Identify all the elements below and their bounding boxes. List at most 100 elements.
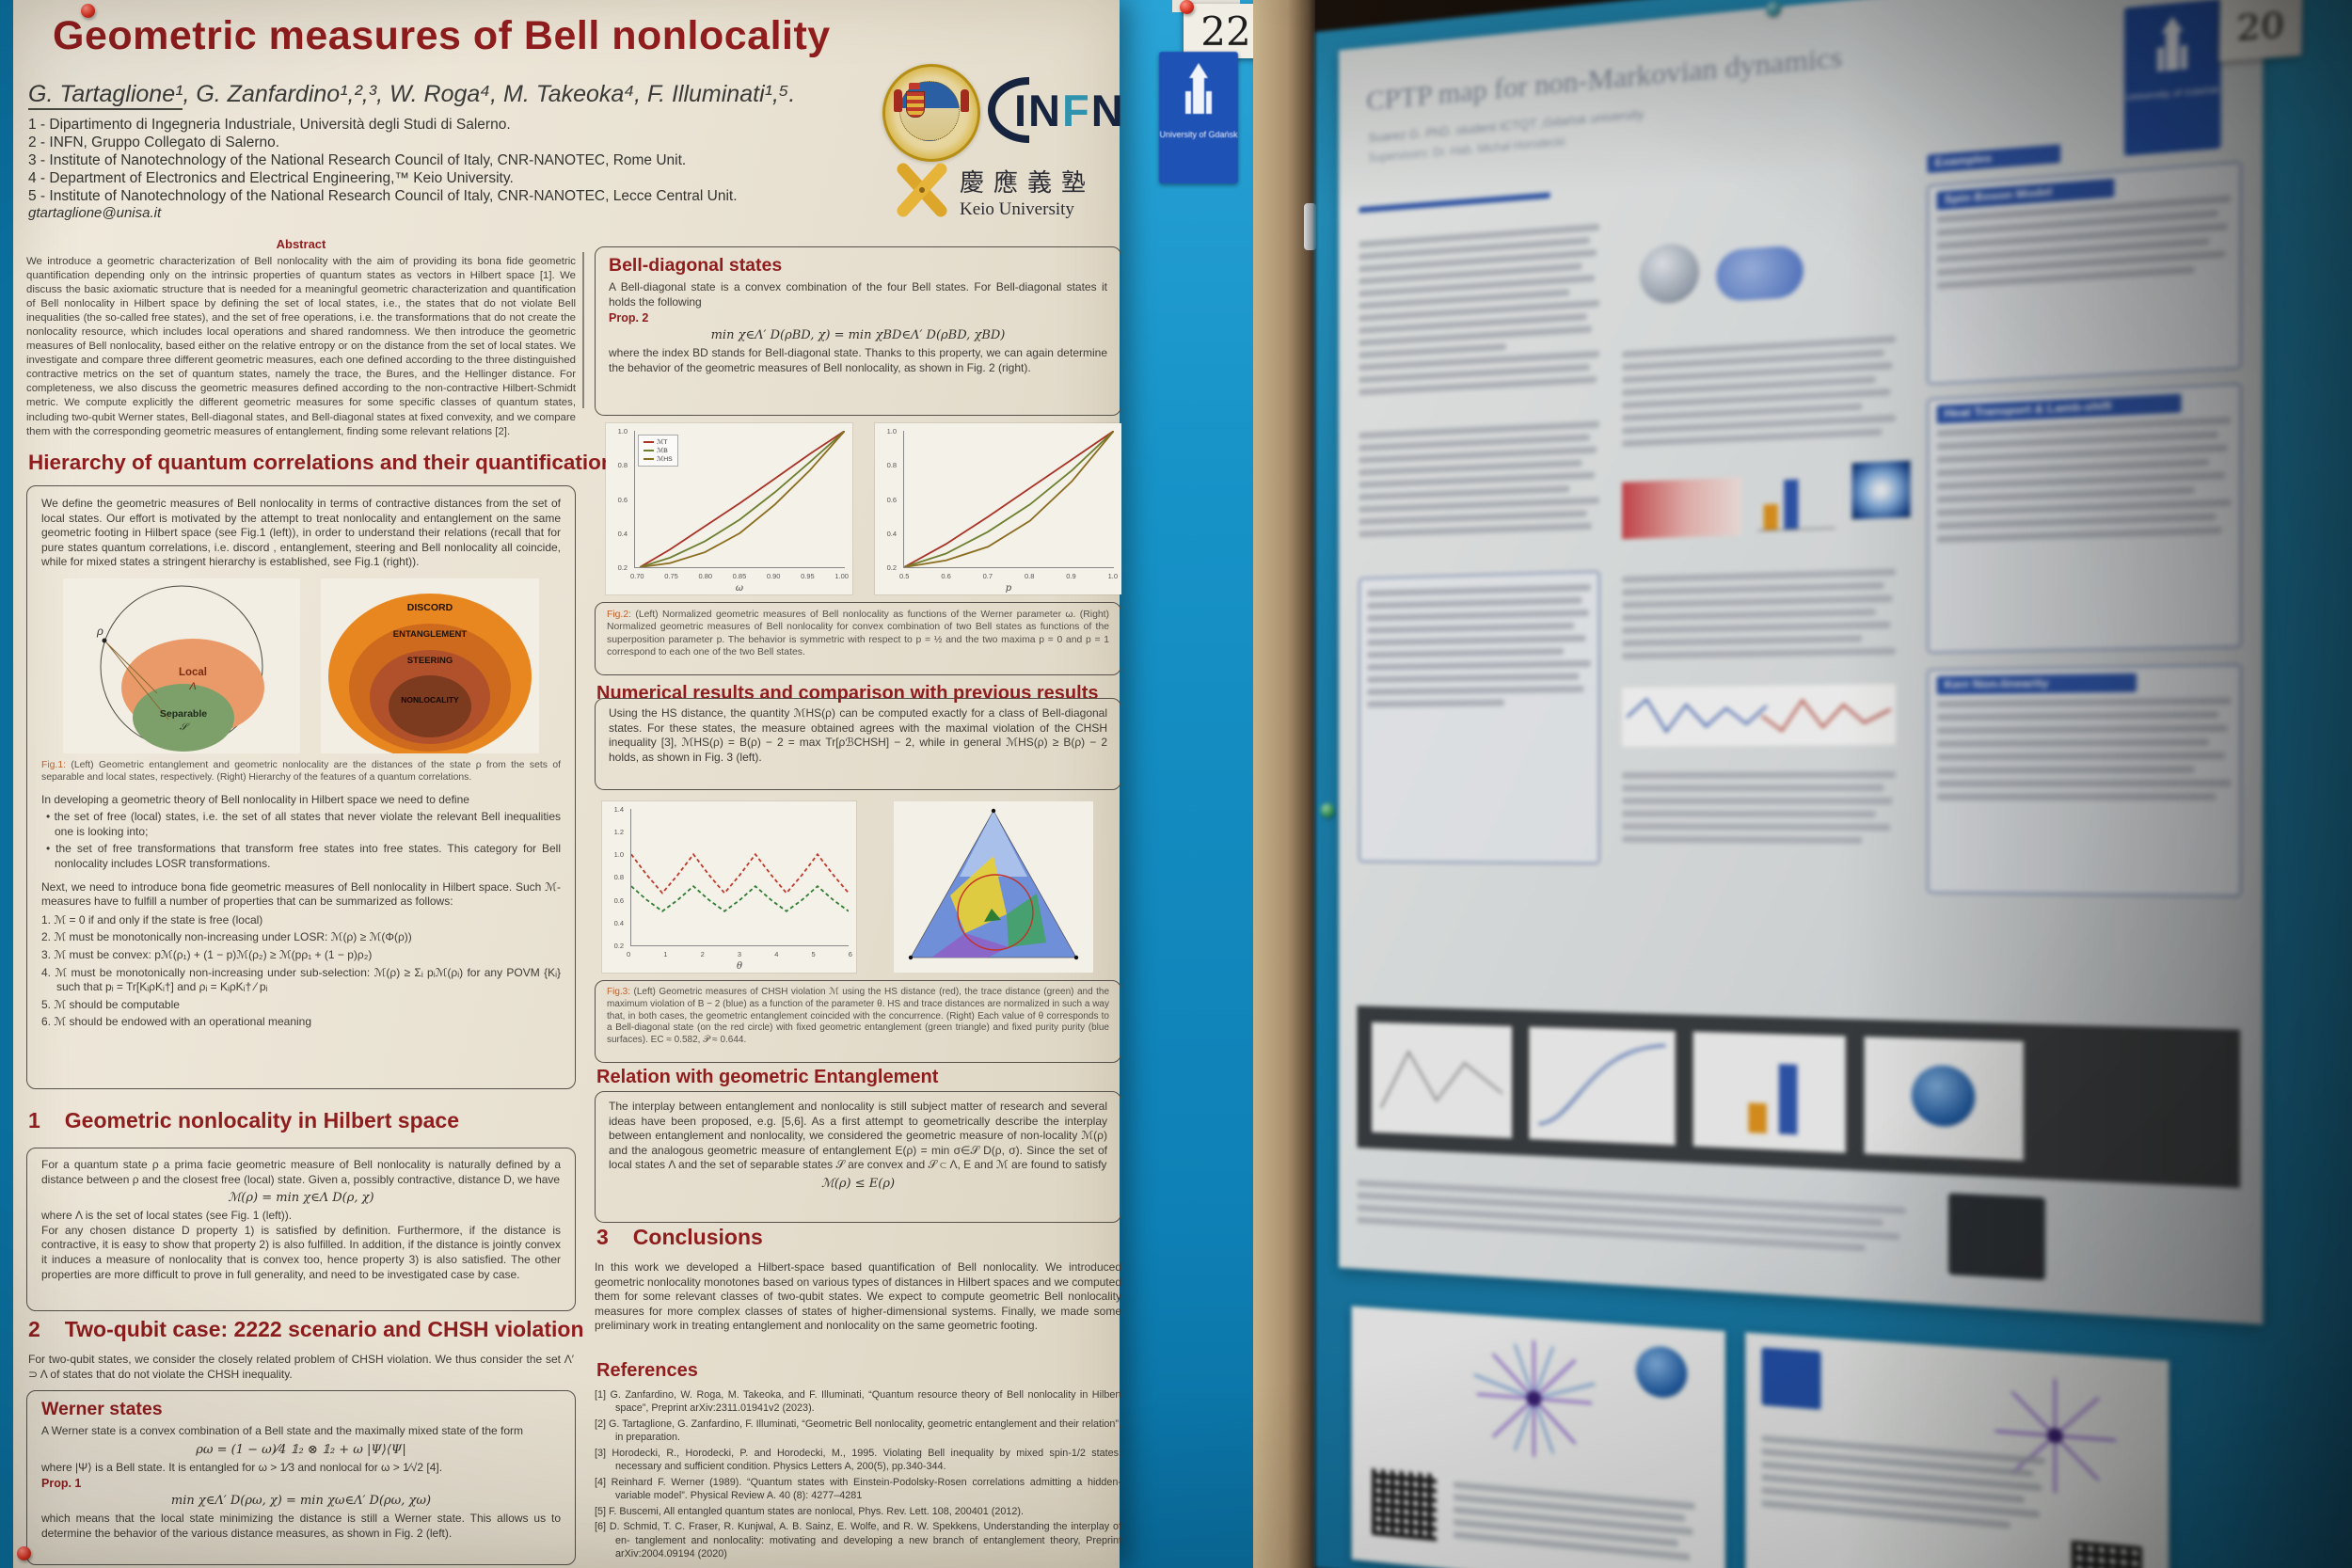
- poster-number-tag-20: 20: [2218, 0, 2303, 62]
- blurred-text-line: [1761, 1486, 2040, 1518]
- blurred-text-line: [1359, 497, 1600, 514]
- molecule-starburst-graphic: [1463, 1331, 1607, 1468]
- qr-code: [1372, 1468, 1437, 1542]
- blurred-text-line: [1622, 822, 1890, 832]
- blurred-text-line: [1367, 583, 1591, 597]
- blurred-text-line: [1359, 510, 1588, 526]
- blurred-text-line: [1453, 1518, 1678, 1547]
- references-heading: References: [596, 1360, 698, 1381]
- list-item: 0.8: [613, 873, 624, 882]
- blurred-text-line: [1359, 236, 1590, 261]
- blurred-text-line: [1622, 608, 1876, 622]
- blurred-text-line: [1622, 403, 1863, 422]
- figure-1-caption: Fig.1: (Left) Geometric entanglement and…: [41, 759, 561, 784]
- list-item: 2. ℳ must be monotonically non-increasin…: [41, 930, 412, 944]
- university-of-salerno-seal-icon: [882, 64, 980, 162]
- figure-1-tag: Fig.1:: [41, 759, 66, 770]
- blurred-text-line: [1367, 622, 1575, 634]
- list-item: [4] Reinhard F. Werner (1989). “Quantum …: [595, 1476, 1121, 1502]
- blurred-text-line: [1761, 1461, 2042, 1492]
- blurred-paragraph: [1936, 416, 2232, 544]
- fig2-right-yticks: 1.0 0.8 0.6 0.4 0.2: [875, 427, 899, 572]
- seal-crown: [909, 83, 920, 89]
- bell-diagonal-box: Bell-diagonal states A Bell-diagonal sta…: [595, 246, 1121, 416]
- blurred-text-line: [1936, 431, 2219, 451]
- university-of-gdansk-logo: University of Gdańsk: [2123, 0, 2221, 156]
- author-underlined: G. Tartaglione¹: [28, 81, 183, 110]
- right-poster: CPTP map for non-Markovian dynamics Suar…: [1339, 0, 2264, 1325]
- seal-figure-left: [894, 89, 902, 112]
- heatmap-placeholder: [1622, 477, 1741, 540]
- list-item: [1] G. Zanfardino, W. Roga, M. Takeoka, …: [595, 1389, 1121, 1415]
- developing-text: In developing a geometric theory of Bell…: [41, 792, 469, 806]
- ictqt-footer-logo: [1948, 1193, 2045, 1281]
- right-poster-author: Suarez G. PhD. student ICTQT ,Gdańsk uni…: [1368, 106, 1645, 146]
- list-item: 1.0: [886, 427, 897, 436]
- list-item: 0.6: [617, 495, 628, 504]
- list-item: 2 - INFN, Gruppo Collegato di Salerno.: [28, 134, 280, 150]
- mini-plot: [1372, 1022, 1513, 1139]
- blurred-text-line: [1622, 621, 1890, 635]
- blurred-text-line: [1936, 265, 2195, 290]
- infn-wordmark: INFN: [1014, 85, 1125, 136]
- list-item: 5: [811, 950, 816, 958]
- fig3-left-curves: [631, 809, 849, 945]
- list-item: 0.80: [698, 572, 713, 580]
- blurred-text-line: [1622, 784, 1884, 792]
- section-2-intro: For two-qubit states, we consider the cl…: [28, 1353, 574, 1381]
- list-item: 0.5: [899, 572, 910, 580]
- relation-equation: ℳ(ρ) ≤ E(ρ): [820, 1176, 896, 1191]
- list-item: 6. ℳ should be endowed with an operation…: [41, 1015, 312, 1029]
- list-item: 6: [848, 950, 852, 958]
- blurred-paragraph: [1367, 583, 1591, 708]
- section-2-heading: 2 Two-qubit case: 2222 scenario and CHSH …: [28, 1317, 584, 1342]
- separable-set-symbol: 𝒮: [180, 721, 190, 733]
- series-ℳT: [904, 431, 1114, 567]
- figure-3-tag: Fig.3:: [607, 987, 631, 997]
- list-item: [5] F. Buscemi, All entangled quantum st…: [595, 1505, 1024, 1517]
- mini-plot: [1692, 1031, 1846, 1153]
- blurred-text-line: [1622, 375, 1876, 397]
- relation-body: The interplay between entanglement and n…: [609, 1100, 1107, 1172]
- kerr-header: Kerr Non-linearity: [1936, 673, 2137, 695]
- list-item: 1.0: [617, 427, 628, 436]
- blurred-text-line: [1359, 275, 1595, 297]
- series-ℳT: [640, 431, 845, 567]
- blurred-text-line: [1622, 770, 1896, 780]
- fig3-left-xlabel: θ: [736, 961, 743, 972]
- blurred-text-line: [1936, 793, 2217, 801]
- list-item: 0.7: [982, 572, 993, 580]
- list-item: 0.85: [732, 572, 747, 580]
- authors-rest: , G. Zanfardino¹,²,³, W. Roga⁴, M. Takeo…: [183, 81, 796, 107]
- bell-body2: where the index BD stands for Bell-diago…: [609, 346, 1107, 374]
- keio-university-logo: 慶應義塾 Keio University: [892, 162, 1118, 237]
- figure-1-caption-text: (Left) Geometric entanglement and geomet…: [41, 759, 561, 784]
- spin-boson-box: Spin Boson Model: [1927, 161, 2242, 385]
- list-item: [3] Horodecki, R., Horodecki, P. and Hor…: [595, 1447, 1121, 1473]
- figure-2-caption-box: Fig.2: (Left) Normalized geometric measu…: [595, 602, 1121, 675]
- blurred-text-line: [1622, 568, 1896, 583]
- blurred-text-line: [1359, 299, 1600, 323]
- blurred-text-line: [1453, 1494, 1686, 1522]
- tag-22-number: 22: [1200, 8, 1251, 55]
- list-item: 0.6: [613, 895, 624, 905]
- poster-authors: G. Tartaglione¹, G. Zanfardino¹,²,³, W. …: [28, 81, 796, 110]
- blurred-text-line: [1936, 458, 2210, 477]
- list-item: 0.2: [613, 941, 624, 950]
- free-sets-bullets: the set of free (local) states, i.e. the…: [41, 810, 561, 871]
- blurred-text-line: [1359, 363, 1590, 384]
- hierarchy-intro: We define the geometric measures of Bell…: [41, 497, 561, 569]
- blurred-text-line: [1622, 594, 1893, 610]
- legend-entry: ℳT: [644, 438, 673, 446]
- blurred-text-line: [1359, 375, 1597, 396]
- list-item: 0.8: [1024, 572, 1035, 580]
- blurred-text-line: [1359, 248, 1597, 273]
- blurred-text-line: [1761, 1474, 2026, 1504]
- abstract-text: We introduce a geometric characterizatio…: [26, 256, 576, 437]
- list-item: 0.8: [886, 461, 897, 470]
- fig2-left-curves: [635, 431, 845, 567]
- conclusions-body: In this work we developed a Hilbert-spac…: [595, 1260, 1121, 1333]
- blurred-text-line: [1453, 1506, 1693, 1536]
- list-item: 3: [737, 950, 742, 958]
- werner-states-box: Werner states A Werner state is a convex…: [26, 1390, 576, 1565]
